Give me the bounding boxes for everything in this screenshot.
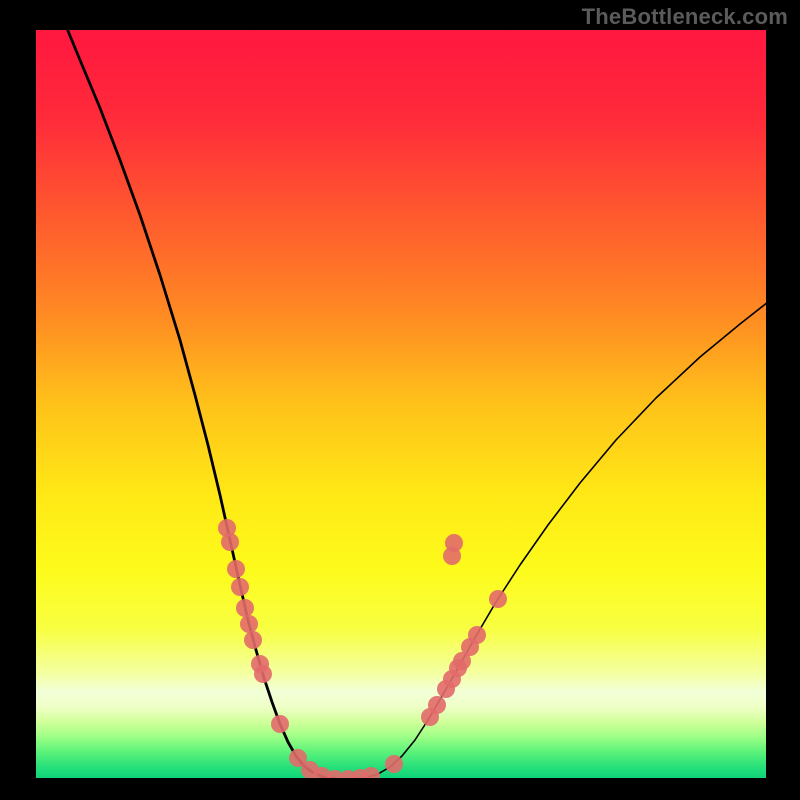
data-marker [326, 770, 344, 788]
data-marker [231, 578, 249, 596]
data-marker [227, 560, 245, 578]
watermark-text: TheBottleneck.com [582, 4, 788, 30]
data-marker [362, 767, 380, 785]
data-marker [221, 533, 239, 551]
data-marker [244, 631, 262, 649]
data-marker [236, 599, 254, 617]
data-marker [240, 615, 258, 633]
data-marker [445, 534, 463, 552]
data-marker [385, 755, 403, 773]
data-marker [271, 715, 289, 733]
chart-container: { "watermark": { "text": "TheBottleneck.… [0, 0, 800, 800]
data-marker [254, 665, 272, 683]
data-marker [428, 696, 446, 714]
data-marker [468, 626, 486, 644]
bottleneck-chart [0, 0, 800, 800]
plot-background [36, 30, 766, 778]
data-marker [489, 590, 507, 608]
